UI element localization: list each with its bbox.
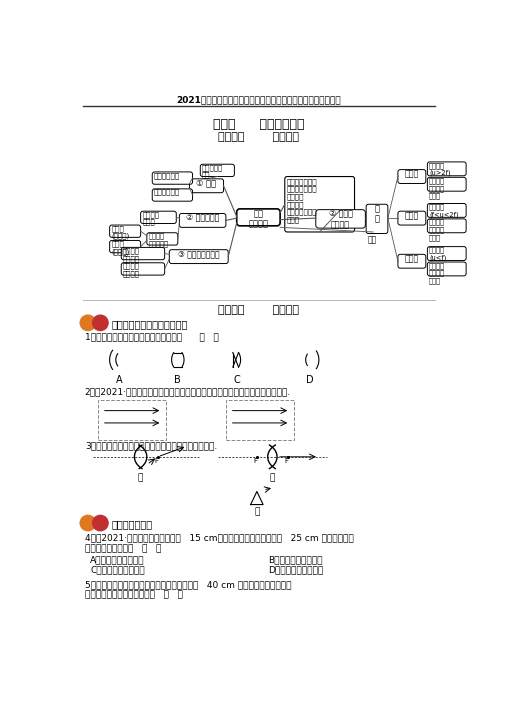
FancyBboxPatch shape [179, 213, 226, 227]
Text: ② 眼睛和眼镜: ② 眼睛和眼镜 [186, 213, 219, 223]
FancyBboxPatch shape [427, 246, 466, 261]
Text: 成像原理
(f<u<2f): 成像原理 (f<u<2f) [429, 203, 459, 218]
FancyBboxPatch shape [427, 262, 466, 276]
Text: 投影仪: 投影仪 [405, 211, 419, 220]
Text: 应
用: 应 用 [375, 204, 379, 223]
Text: 透镜
及其应用: 透镜 及其应用 [248, 209, 269, 228]
Text: 对光线特殊
作用: 对光线特殊 作用 [202, 164, 223, 178]
Text: 像的同步
物近像远
像变小: 像的同步 物近像远 像变小 [429, 262, 445, 284]
Text: 像的同步
物近像远
像变大: 像的同步 物近像远 像变大 [429, 219, 445, 241]
FancyBboxPatch shape [316, 210, 366, 228]
Text: 考点: 考点 [84, 318, 92, 324]
FancyBboxPatch shape [152, 189, 192, 201]
Text: F: F [284, 458, 288, 464]
FancyBboxPatch shape [427, 162, 466, 176]
Circle shape [92, 315, 108, 331]
Text: 近视眼、
远视眼矫正: 近视眼、 远视眼矫正 [148, 233, 168, 247]
FancyBboxPatch shape [189, 178, 224, 193]
Text: 远视眼
(凸透镜): 远视眼 (凸透镜) [111, 241, 129, 255]
Text: 1．以以下图，以下透镜属于凸透镜的是      （   ）: 1．以以下图，以下透镜属于凸透镜的是 （ ） [85, 332, 219, 341]
FancyBboxPatch shape [200, 164, 234, 176]
Text: ①: ① [95, 319, 105, 329]
Text: 透镜的种类及其对光线的作用: 透镜的种类及其对光线的作用 [112, 319, 188, 329]
FancyBboxPatch shape [398, 254, 426, 268]
FancyBboxPatch shape [398, 211, 426, 225]
Text: ① 透镜: ① 透镜 [196, 178, 217, 188]
Text: 凸透镜：会聚: 凸透镜：会聚 [154, 172, 180, 178]
Text: F: F [254, 458, 258, 464]
Text: 凸透镜成像规律: 凸透镜成像规律 [112, 519, 153, 529]
Circle shape [80, 315, 95, 331]
Text: D．正立、减小的虚像: D．正立、减小的虚像 [269, 565, 324, 574]
Text: C: C [233, 375, 240, 385]
FancyBboxPatch shape [237, 209, 280, 226]
Text: 眼睛的视
物原理: 眼睛的视 物原理 [142, 211, 159, 226]
Circle shape [92, 516, 108, 531]
Text: ② 凸透镜
成像规律: ② 凸透镜 成像规律 [329, 210, 352, 229]
Text: 4．（2021·彭州）某凸透镜焦距为   15 cm，假设将一物体放在此透镜   25 cm 处，那么可在: 4．（2021·彭州）某凸透镜焦距为 15 cm，假设将一物体放在此透镜 25 … [85, 534, 354, 543]
FancyBboxPatch shape [285, 176, 355, 232]
Text: 第二局部        考点精练: 第二局部 考点精练 [218, 305, 299, 315]
Text: 丙: 丙 [254, 508, 260, 517]
Text: 第一局部        知识梳理: 第一局部 知识梳理 [218, 132, 299, 142]
FancyBboxPatch shape [121, 263, 165, 275]
Text: A．倒立、放大的实像: A．倒立、放大的实像 [90, 555, 145, 564]
FancyBboxPatch shape [110, 225, 140, 237]
FancyBboxPatch shape [121, 247, 165, 260]
Text: ②: ② [95, 519, 105, 529]
Text: 甲: 甲 [138, 474, 143, 483]
Circle shape [80, 516, 95, 531]
Text: 放大镜: 放大镜 [405, 254, 419, 263]
Text: 显微镜的
成像原理: 显微镜的 成像原理 [123, 247, 140, 261]
FancyBboxPatch shape [169, 250, 228, 263]
FancyBboxPatch shape [427, 219, 466, 233]
FancyBboxPatch shape [398, 170, 426, 183]
Text: 近视眼
(凹透镜): 近视眼 (凹透镜) [111, 225, 129, 239]
Text: F: F [154, 458, 158, 464]
Text: 示，那么凸透镜的焦距可能是   （   ）: 示，那么凸透镜的焦距可能是 （ ） [85, 590, 183, 599]
Text: 凹透镜：发散: 凹透镜：发散 [154, 189, 180, 196]
Text: 2．（2021·枣庄）依照光的该传路径，在图中的虚线框内，填入吻合要求的透镜.: 2．（2021·枣庄）依照光的该传路径，在图中的虚线框内，填入吻合要求的透镜. [85, 388, 291, 396]
Text: 照相机: 照相机 [405, 170, 419, 178]
FancyBboxPatch shape [427, 203, 466, 217]
Text: 成像原理
(u>2f): 成像原理 (u>2f) [429, 162, 450, 176]
Text: 透镜的另一侧取一个   （   ）: 透镜的另一侧取一个 （ ） [85, 544, 161, 553]
FancyBboxPatch shape [152, 172, 192, 184]
FancyBboxPatch shape [110, 241, 140, 253]
Text: 考点: 考点 [84, 518, 92, 524]
FancyBboxPatch shape [140, 211, 176, 223]
Text: 一像倒立分虚实
二像倒立分大小
虚像同侧
实像异侧
物近像远像变大
成实像: 一像倒立分虚实 二像倒立分大小 虚像同侧 实像异侧 物近像远像变大 成实像 [287, 178, 318, 223]
Text: 望远镜的
成像原理: 望远镜的 成像原理 [123, 263, 140, 277]
Text: 应用: 应用 [368, 235, 377, 244]
Text: B．倒立、减小的实像: B．倒立、减小的实像 [269, 555, 323, 564]
FancyBboxPatch shape [427, 177, 466, 191]
Text: 2021中考物理各章节重难点知识点分类汇总第三章透镜及其应用: 2021中考物理各章节重难点知识点分类汇总第三章透镜及其应用 [176, 95, 341, 104]
Text: A: A [116, 375, 122, 385]
Text: 5．研究凸透镜成像规律实验中，蜡烛距凸透镜   40 cm 处时的成像情况如图所: 5．研究凸透镜成像规律实验中，蜡烛距凸透镜 40 cm 处时的成像情况如图所 [85, 580, 291, 589]
FancyBboxPatch shape [366, 204, 388, 233]
Text: 乙: 乙 [270, 474, 275, 483]
Text: C．正立、放大的虚像: C．正立、放大的虚像 [90, 565, 145, 574]
FancyBboxPatch shape [147, 233, 178, 245]
Text: 像的同步
物近像远
像变大: 像的同步 物近像远 像变大 [429, 177, 445, 199]
Bar [98, 400, 166, 440]
Text: ③ 显微镜和望远镜: ③ 显微镜和望远镜 [178, 250, 220, 258]
Bar [226, 400, 294, 440]
Text: B: B [174, 375, 181, 385]
Text: 3．依照图中经透镜折射后的光线画出对应的入射光线.: 3．依照图中经透镜折射后的光线画出对应的入射光线. [85, 441, 217, 451]
Text: 第三章      透镜及其应用: 第三章 透镜及其应用 [213, 118, 304, 131]
Text: D: D [306, 375, 314, 385]
Text: 成像原理
(u<f): 成像原理 (u<f) [429, 246, 446, 261]
